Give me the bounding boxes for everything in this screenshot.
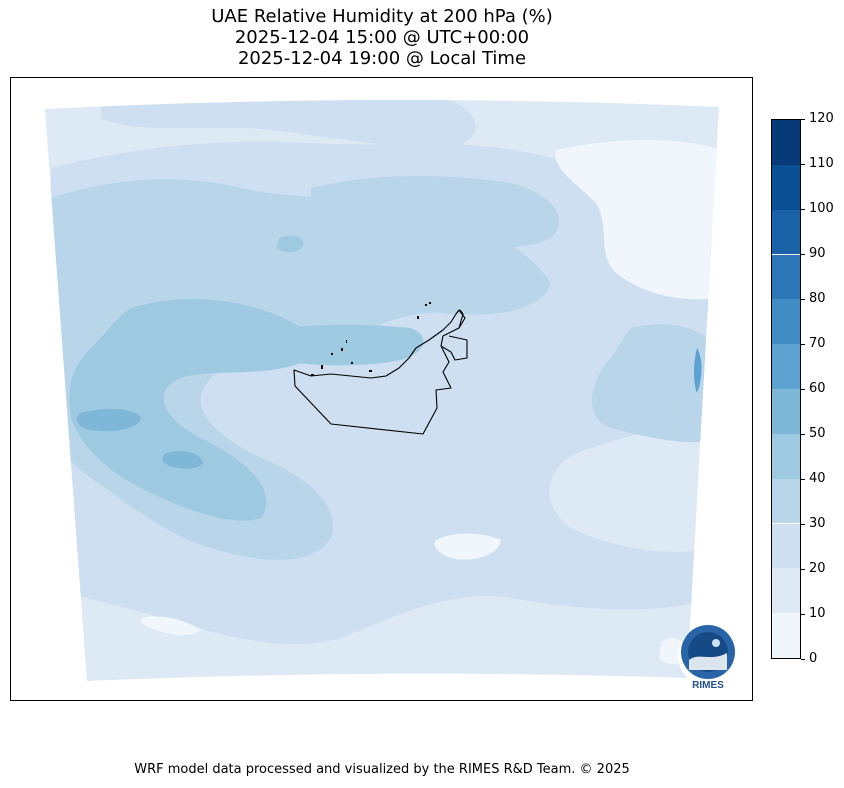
colorbar-segment (772, 433, 800, 479)
contour-40-50-small (277, 235, 304, 253)
contour-0-10-southwest (140, 616, 201, 635)
colorbar-segment (772, 568, 800, 614)
contour-60-70-edge (694, 348, 702, 393)
rimes-logo-text: RIMES (692, 680, 724, 691)
colorbar-segment (772, 299, 800, 345)
colorbar-segment (772, 120, 800, 165)
colorbar-tick-label: 90 (809, 246, 826, 261)
contour-0-10-northeast (555, 139, 716, 300)
contour-0-10-south (434, 533, 501, 560)
contour-30-40-north (311, 176, 559, 248)
contour-50-60-a (76, 408, 141, 432)
colorbar (771, 119, 801, 659)
title-line-local-time: 2025-12-04 19:00 @ Local Time (237, 48, 527, 69)
colorbar-segment (772, 613, 800, 658)
colorbar-tick-label: 10 (809, 606, 826, 621)
colorbar-segment (772, 254, 800, 300)
colorbar-tick-label: 50 (809, 426, 826, 441)
footer-credit: WRF model data processed and visualized … (134, 762, 630, 777)
colorbar-tick-label: 0 (809, 651, 818, 666)
colorbar-ticks: 0 10 20 30 40 50 60 70 80 90 100 110 120 (801, 111, 844, 666)
colorbar-tick-label: 20 (809, 561, 826, 576)
title-line-utc-time: 2025-12-04 15:00 @ UTC+00:00 (234, 27, 530, 48)
contour-50-60-b (162, 451, 203, 469)
colorbar-tick-label: 70 (809, 336, 826, 351)
colorbar-tick-label: 100 (809, 201, 834, 216)
colorbar-tick-label: 40 (809, 471, 826, 486)
map-panel: RIMES (10, 77, 753, 701)
colorbar-tick-label: 120 (809, 111, 834, 126)
colorbar-segment (772, 164, 800, 210)
map-title: UAE Relative Humidity at 200 hPa (%) 202… (0, 6, 764, 69)
contour-20-30-top (101, 99, 476, 149)
colorbar-segment (772, 523, 800, 569)
contour-40-50-center (245, 324, 424, 366)
colorbar-tick-label: 60 (809, 381, 826, 396)
contour-40-50-west (69, 298, 316, 521)
colorbar-segment (772, 478, 800, 524)
uae-border (293, 309, 468, 435)
colorbar-segment (772, 209, 800, 255)
colorbar-tick-label: 110 (809, 156, 834, 171)
title-line-variable: UAE Relative Humidity at 200 hPa (%) (211, 6, 553, 27)
colorbar-tick-label: 30 (809, 516, 826, 531)
contour-30-40-east (592, 324, 719, 443)
colorbar-tick-label: 80 (809, 291, 826, 306)
humidity-contour-map: RIMES (45, 99, 738, 691)
colorbar-segment (772, 389, 800, 434)
rimes-logo: RIMES (678, 625, 738, 691)
colorbar-segment (772, 344, 800, 389)
uae-islands (311, 302, 431, 376)
